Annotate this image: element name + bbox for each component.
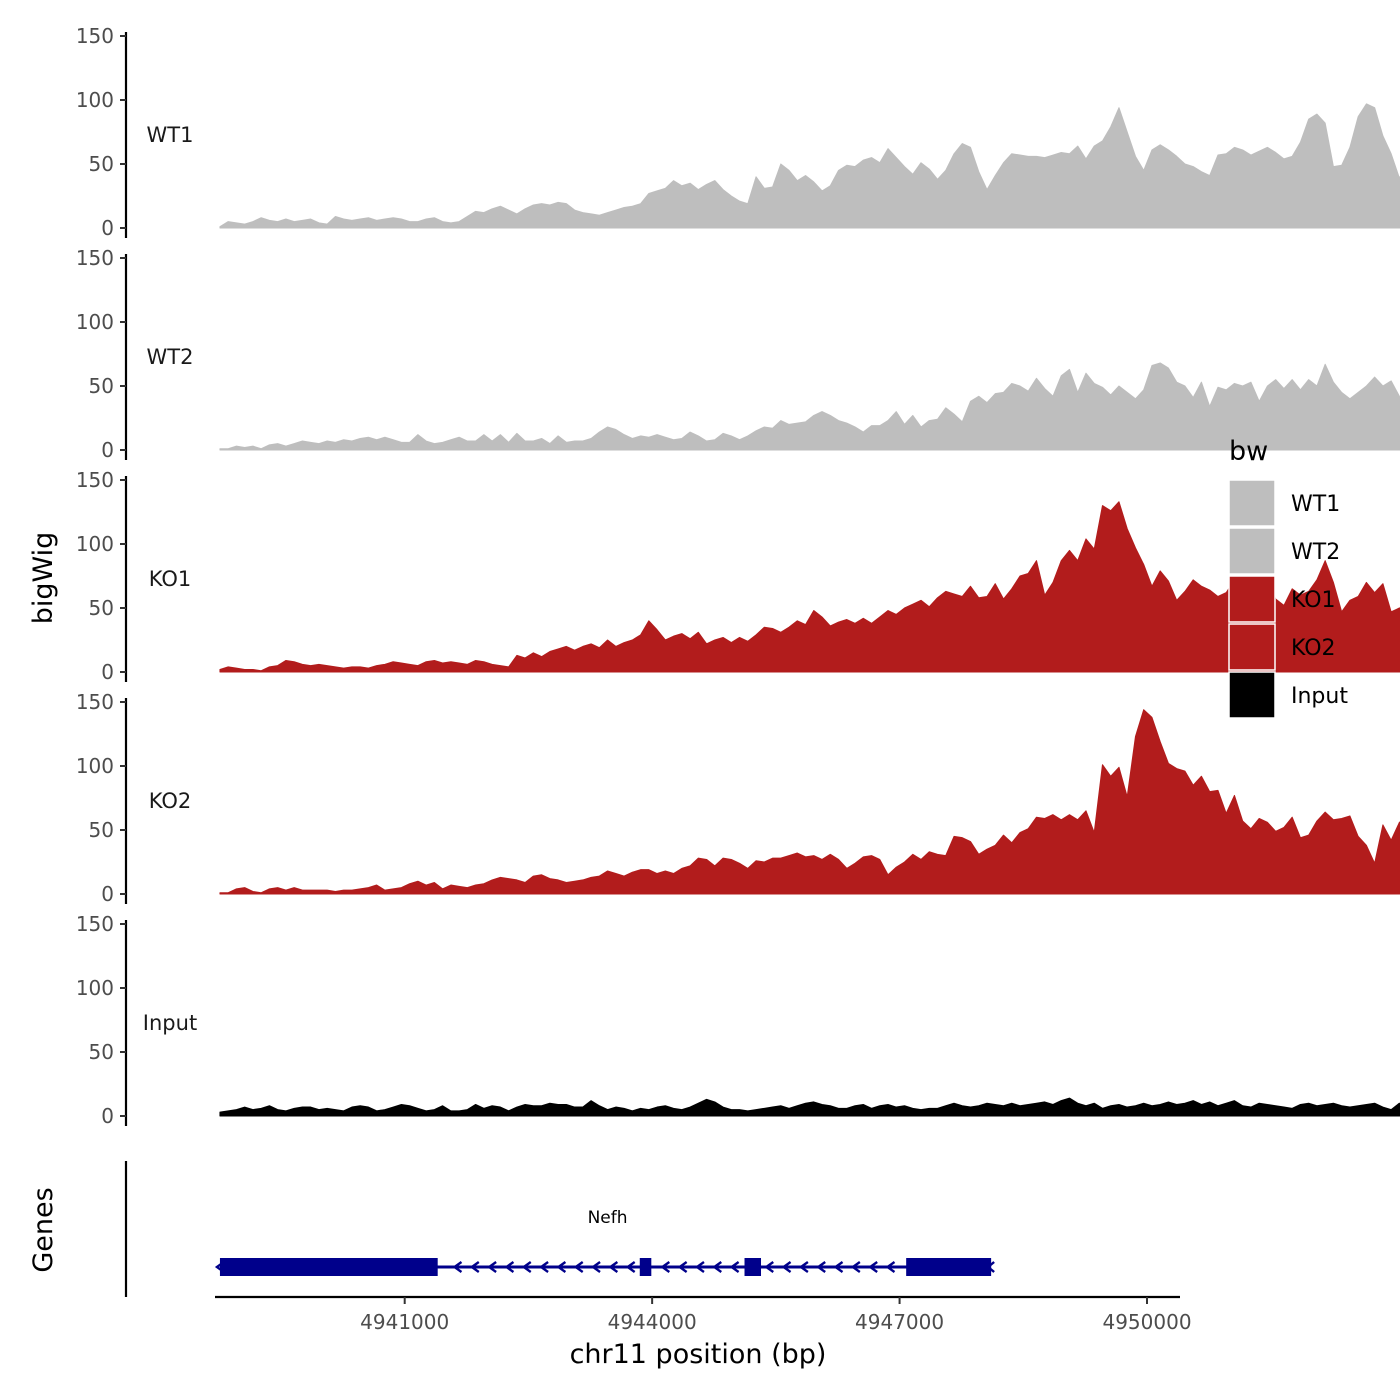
legend-item-ko1: KO1: [1228, 575, 1336, 623]
legend-label: WT1: [1291, 492, 1340, 517]
x-axis: 4941000 4944000 4947000 4950000: [215, 1295, 1192, 1334]
strand-arrows: [452, 1261, 896, 1273]
strand-arrow: [729, 1261, 740, 1273]
strand-arrow: [625, 1261, 636, 1273]
genes-panel: Nefh: [124, 1161, 995, 1297]
strand-arrow: [868, 1261, 878, 1273]
y-tick-label: 100: [76, 754, 114, 778]
y-tick-label: 0: [101, 216, 114, 240]
x-axis-title: chr11 position (bp): [570, 1339, 827, 1370]
legend-item-wt1: WT1: [1228, 479, 1340, 527]
coverage-area-ko1: [219, 501, 1400, 673]
strand-arrow: [539, 1261, 549, 1273]
strand-arrow: [608, 1261, 619, 1273]
legend-item-ko2: KO2: [1228, 623, 1336, 671]
coverage-area-input: [219, 1097, 1400, 1117]
genes-axis-title: Genes: [28, 1187, 59, 1272]
strand-arrow-end: [986, 1261, 995, 1273]
strand-arrow: [452, 1261, 463, 1273]
track-panels: 0 50 100 150 WT1 0 50 100 150 WT2 0 50 100 150 KO1 0 50 1…: [76, 24, 1400, 1128]
y-tick-label: 150: [76, 690, 114, 714]
legend-label: Input: [1291, 684, 1348, 709]
track-panel-ko1: 0 50 100 150 KO1: [76, 468, 1400, 684]
y-tick-label: 0: [101, 1104, 114, 1128]
strand-arrow: [590, 1261, 601, 1273]
legend-label: KO1: [1291, 588, 1336, 613]
y-tick-label: 150: [76, 912, 114, 936]
coverage-area-wt1: [219, 103, 1400, 229]
legend-key: [1228, 527, 1276, 575]
x-tick-label: 4941000: [360, 1310, 449, 1334]
strand-arrow: [677, 1261, 688, 1273]
y-tick-label: 50: [89, 1040, 114, 1064]
strand-arrow: [694, 1261, 705, 1273]
legend: bw WT1 WT2 KO1 KO2 Input: [1228, 436, 1348, 719]
legend-item-wt2: WT2: [1228, 527, 1340, 575]
y-tick-label: 50: [89, 152, 114, 176]
y-axis-title: bigWig: [28, 532, 59, 625]
y-tick-label: 0: [101, 882, 114, 906]
gene-exon: [744, 1258, 762, 1276]
legend-title: bw: [1229, 436, 1268, 467]
track-label-input: Input: [143, 1011, 197, 1035]
gene-exon: [639, 1258, 652, 1276]
strand-arrow: [556, 1261, 567, 1273]
strand-arrow: [764, 1261, 774, 1273]
y-tick-label: 0: [101, 438, 114, 462]
strand-arrow: [798, 1261, 809, 1273]
x-tick-label: 4947000: [855, 1310, 944, 1334]
strand-arrow: [660, 1261, 671, 1273]
gene-exon: [906, 1258, 992, 1276]
strand-arrow: [885, 1261, 896, 1273]
y-tick-label: 100: [76, 88, 114, 112]
strand-arrow: [469, 1261, 480, 1273]
track-label-ko1: KO1: [149, 567, 192, 591]
gene-name-label: Nefh: [588, 1208, 628, 1228]
legend-key: [1228, 479, 1276, 527]
legend-key: [1228, 575, 1276, 623]
track-panel-ko2: 0 50 100 150 KO2: [76, 690, 1400, 906]
strand-arrow: [816, 1261, 826, 1273]
x-tick-label: 4950000: [1102, 1310, 1191, 1334]
strand-arrow: [850, 1261, 861, 1273]
strand-arrow-start: [214, 1261, 225, 1273]
y-tick-label: 100: [76, 532, 114, 556]
track-label-ko2: KO2: [149, 789, 192, 813]
y-tick-label: 100: [76, 310, 114, 334]
track-label-wt2: WT2: [147, 345, 194, 369]
track-panel-wt1: 0 50 100 150 WT1: [76, 24, 1400, 240]
strand-arrow: [504, 1261, 515, 1273]
strand-arrow: [487, 1261, 497, 1273]
y-tick-label: 150: [76, 24, 114, 48]
coverage-area-ko2: [219, 709, 1400, 895]
y-tick-label: 100: [76, 976, 114, 1000]
y-tick-label: 150: [76, 246, 114, 270]
legend-item-input: Input: [1228, 671, 1348, 719]
gene-exon: [219, 1258, 438, 1276]
track-label-wt1: WT1: [147, 123, 194, 147]
y-tick-label: 50: [89, 374, 114, 398]
track-panel-input: 0 50 100 150 Input: [76, 912, 1400, 1128]
track-panel-wt2: 0 50 100 150 WT2: [76, 246, 1400, 462]
y-tick-label: 50: [89, 818, 114, 842]
legend-key: [1228, 623, 1276, 671]
y-tick-label: 0: [101, 660, 114, 684]
strand-arrow: [781, 1261, 792, 1273]
legend-label: KO2: [1291, 636, 1336, 661]
strand-arrow: [521, 1261, 532, 1273]
x-tick-label: 4944000: [608, 1310, 697, 1334]
strand-arrow: [833, 1261, 844, 1273]
legend-label: WT2: [1291, 540, 1340, 565]
legend-key: [1228, 671, 1276, 719]
strand-arrow: [712, 1261, 722, 1273]
strand-arrow: [573, 1261, 584, 1273]
y-tick-label: 150: [76, 468, 114, 492]
y-tick-label: 50: [89, 596, 114, 620]
coverage-area-wt2: [219, 362, 1400, 451]
